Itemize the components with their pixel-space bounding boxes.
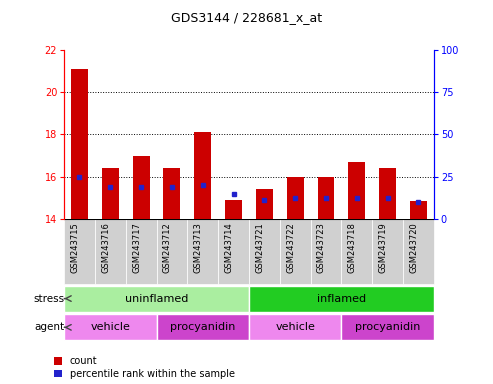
- Bar: [410, 201, 427, 219]
- FancyBboxPatch shape: [403, 219, 434, 284]
- Bar: [164, 168, 180, 219]
- FancyBboxPatch shape: [64, 219, 95, 284]
- Text: GSM243723: GSM243723: [317, 222, 326, 273]
- Bar: [71, 69, 88, 219]
- FancyBboxPatch shape: [372, 219, 403, 284]
- Bar: [256, 189, 273, 219]
- FancyBboxPatch shape: [249, 286, 434, 311]
- Bar: [317, 177, 334, 219]
- Text: GSM243722: GSM243722: [286, 222, 295, 273]
- Bar: [379, 168, 396, 219]
- Text: GSM243719: GSM243719: [379, 222, 387, 273]
- Text: stress: stress: [34, 293, 65, 304]
- FancyBboxPatch shape: [341, 314, 434, 340]
- Bar: [133, 156, 149, 219]
- Text: GSM243718: GSM243718: [348, 222, 357, 273]
- Text: procyanidin: procyanidin: [355, 322, 421, 333]
- Text: GSM243712: GSM243712: [163, 222, 172, 273]
- FancyBboxPatch shape: [280, 219, 311, 284]
- Bar: [225, 200, 242, 219]
- FancyBboxPatch shape: [187, 219, 218, 284]
- Bar: [287, 177, 304, 219]
- Text: GSM243716: GSM243716: [101, 222, 110, 273]
- FancyBboxPatch shape: [64, 314, 157, 340]
- Text: GSM243714: GSM243714: [224, 222, 234, 273]
- FancyBboxPatch shape: [157, 219, 187, 284]
- Text: agent: agent: [35, 322, 65, 333]
- Bar: [102, 168, 119, 219]
- Text: inflamed: inflamed: [317, 293, 366, 304]
- Text: uninflamed: uninflamed: [125, 293, 188, 304]
- FancyBboxPatch shape: [341, 219, 372, 284]
- FancyBboxPatch shape: [249, 219, 280, 284]
- Text: GSM243720: GSM243720: [409, 222, 419, 273]
- FancyBboxPatch shape: [95, 219, 126, 284]
- Bar: [194, 132, 211, 219]
- Text: GSM243721: GSM243721: [255, 222, 264, 273]
- FancyBboxPatch shape: [157, 314, 249, 340]
- FancyBboxPatch shape: [249, 314, 341, 340]
- Legend: count, percentile rank within the sample: count, percentile rank within the sample: [54, 356, 235, 379]
- FancyBboxPatch shape: [218, 219, 249, 284]
- Text: GSM243717: GSM243717: [132, 222, 141, 273]
- Bar: [349, 162, 365, 219]
- FancyBboxPatch shape: [311, 219, 341, 284]
- FancyBboxPatch shape: [64, 286, 249, 311]
- Text: vehicle: vehicle: [90, 322, 130, 333]
- Text: procyanidin: procyanidin: [170, 322, 236, 333]
- Text: GSM243715: GSM243715: [70, 222, 79, 273]
- Text: GSM243713: GSM243713: [194, 222, 203, 273]
- FancyBboxPatch shape: [126, 219, 157, 284]
- Text: GDS3144 / 228681_x_at: GDS3144 / 228681_x_at: [171, 12, 322, 25]
- Text: vehicle: vehicle: [275, 322, 315, 333]
